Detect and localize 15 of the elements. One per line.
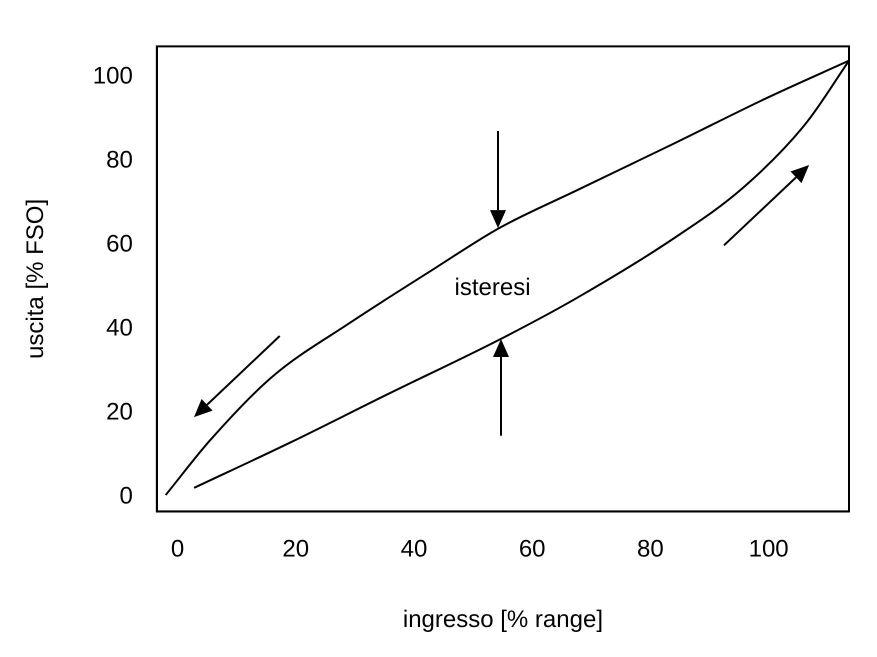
x-tick-label: 20 xyxy=(282,535,310,562)
y-tick-label: 80 xyxy=(106,146,133,174)
x-tick-label: 100 xyxy=(748,535,789,562)
y-tick-label: 20 xyxy=(106,398,133,426)
y-tick-label: 60 xyxy=(106,230,133,258)
x-tick-label: 60 xyxy=(518,535,546,562)
annotation: isteresi xyxy=(454,274,531,301)
y-axis-title: uscita [% FSO] xyxy=(22,198,50,359)
y-tick-label: 0 xyxy=(119,482,133,510)
x-tick-label: 40 xyxy=(400,535,428,562)
x-tick-label: 80 xyxy=(637,535,664,562)
x-axis-title: ingresso [% range] xyxy=(402,606,603,634)
y-tick-label: 40 xyxy=(106,314,133,342)
y-tick-label: 100 xyxy=(92,62,133,90)
x-tick-label: 0 xyxy=(170,535,184,562)
